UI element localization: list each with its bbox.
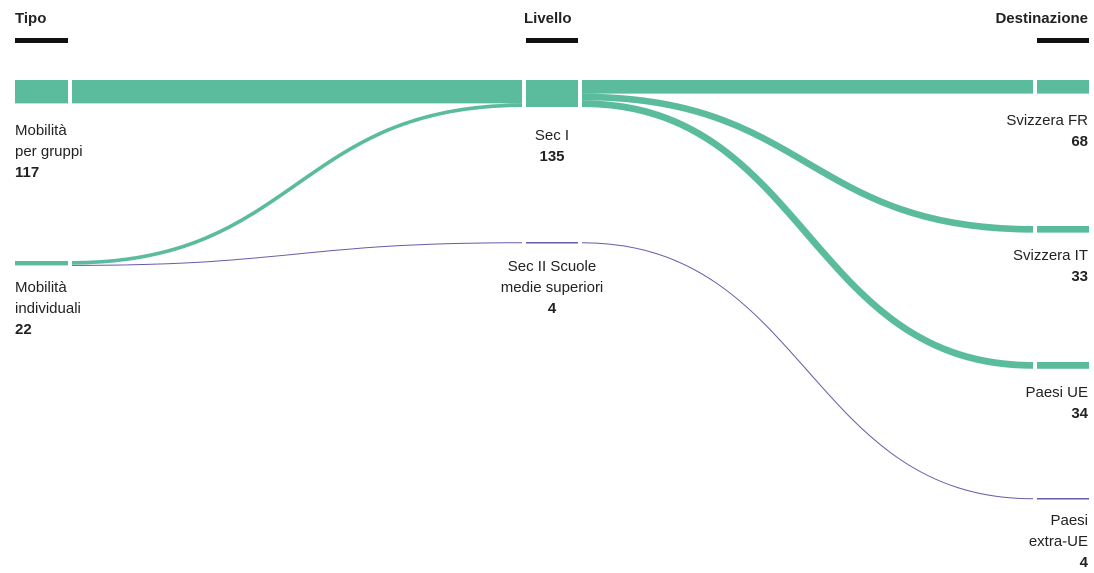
node-label-sec-ii: Sec II Scuole medie superiori 4 <box>500 258 604 317</box>
node-sec-i <box>526 80 578 107</box>
sankey-nodes <box>15 80 1089 500</box>
column-underline-tipo <box>15 38 68 43</box>
column-header-livello: Livello <box>524 10 572 27</box>
sankey-link-2 <box>71 242 523 266</box>
node-mobilita-individuali <box>15 261 68 266</box>
node-label-paesi-extra-ue: Paesi extra-UE 4 <box>1028 512 1088 571</box>
sankey-link-4 <box>581 93 1034 233</box>
node-label-paesi-ue: Paesi UE 34 <box>1025 384 1088 422</box>
node-paesi-extra-ue <box>1037 498 1089 500</box>
column-underline-destinazione <box>1037 38 1089 43</box>
node-label-mobilita-gruppi: Mobilità per gruppi 117 <box>15 122 83 181</box>
node-mobilita-gruppi <box>15 80 68 104</box>
sankey-link-6 <box>581 242 1034 500</box>
node-label-sec-i: Sec I 135 <box>534 127 570 165</box>
node-sec-ii <box>526 242 578 244</box>
column-underline-livello <box>526 38 578 43</box>
column-header-destinazione: Destinazione <box>995 10 1088 27</box>
node-paesi-ue <box>1037 362 1089 369</box>
node-svizzera-it <box>1037 226 1089 233</box>
node-svizzera-fr <box>1037 80 1089 94</box>
node-label-mobilita-individuali: Mobilità individuali 22 <box>15 279 81 338</box>
sankey-link-5 <box>581 100 1034 369</box>
sankey-link-1 <box>71 103 523 265</box>
node-label-svizzera-fr: Svizzera FR 68 <box>1006 112 1088 150</box>
node-label-svizzera-it: Svizzera IT 33 <box>1012 247 1088 285</box>
sankey-flows <box>71 79 1034 500</box>
column-header-tipo: Tipo <box>15 10 47 27</box>
